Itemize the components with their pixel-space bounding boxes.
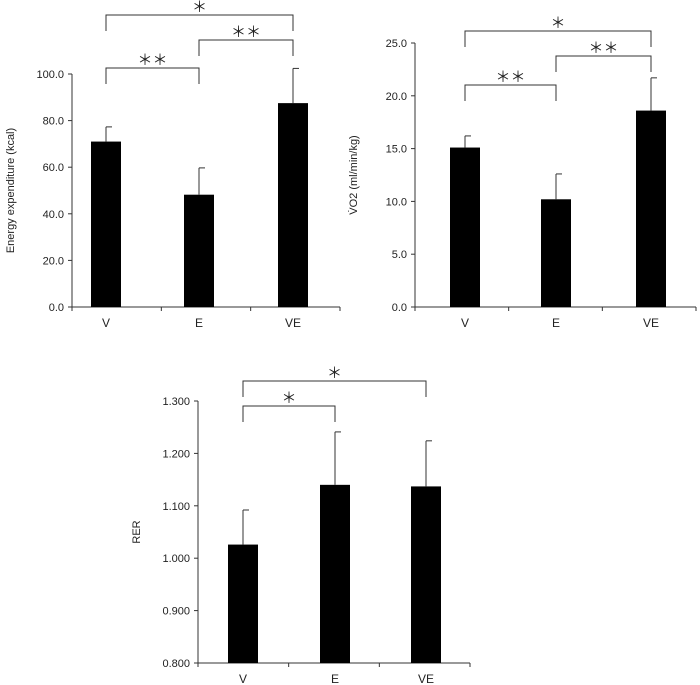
bar-e (184, 194, 214, 307)
y-tick-label: 60.0 (43, 162, 64, 174)
y-tick-label: 0.0 (392, 302, 407, 314)
y-tick-label: 25.0 (386, 38, 407, 50)
significance-bracket (464, 30, 652, 47)
y-axis-title: V̇O2 (ml/min/kg) (347, 135, 360, 214)
y-tick-label: 1.100 (162, 501, 190, 513)
x-category-label: E (552, 316, 560, 330)
x-category-label: VE (418, 672, 434, 685)
x-category-label: V (461, 316, 469, 330)
y-axis-title: RER (131, 520, 143, 543)
significance-bracket (198, 39, 294, 56)
bar-ve (636, 110, 666, 307)
significance-label: ＊ (550, 15, 565, 32)
y-axis-title: Energy expenditure (kcal) (5, 128, 17, 253)
significance-label: ＊ (327, 365, 342, 382)
significance-label: ＊＊ (137, 52, 167, 69)
significance-bracket (105, 67, 200, 84)
y-tick-label: 1.000 (162, 553, 190, 565)
x-category-label: VE (285, 316, 301, 330)
y-tick-label: 80.0 (43, 116, 64, 128)
y-tick-label: 15.0 (386, 144, 407, 156)
significance-label: ＊ (281, 390, 296, 407)
y-tick-label: 20.0 (386, 91, 407, 103)
chart-vo2: 0.05.010.015.020.025.0V E VEV̇O2 (ml/min/k… (347, 15, 697, 330)
bar-ve (411, 486, 441, 663)
y-tick-label: 40.0 (43, 209, 64, 221)
y-tick-label: 0.0 (49, 302, 64, 314)
y-tick-label: 0.900 (162, 606, 190, 618)
bar-e (320, 484, 350, 663)
significance-label: ＊＊ (588, 40, 618, 57)
significance-bracket (464, 84, 557, 101)
x-category-label: V (239, 672, 247, 685)
bar-v (228, 544, 258, 663)
y-tick-label: 10.0 (386, 196, 407, 208)
bar-v (450, 147, 480, 307)
y-tick-label: 5.0 (392, 249, 407, 261)
y-tick-label: 0.800 (162, 658, 190, 670)
significance-bracket (105, 14, 294, 31)
y-tick-label: 1.300 (162, 396, 190, 408)
x-category-label: V (102, 316, 110, 330)
bar-v (91, 141, 121, 307)
significance-bracket (555, 55, 652, 72)
bar-e (541, 199, 571, 307)
significance-bracket (242, 405, 336, 422)
y-tick-label: 100.0 (36, 69, 64, 81)
significance-label: ＊＊ (231, 24, 261, 41)
significance-label: ＊＊ (495, 69, 525, 86)
x-category-label: E (195, 316, 203, 330)
significance-bracket (242, 380, 427, 397)
significance-label: ＊ (192, 0, 207, 16)
x-category-label: VE (643, 316, 659, 330)
bar-ve (278, 103, 308, 307)
y-tick-label: 20.0 (43, 255, 64, 267)
x-category-label: E (331, 672, 339, 685)
y-tick-label: 1.200 (162, 448, 190, 460)
